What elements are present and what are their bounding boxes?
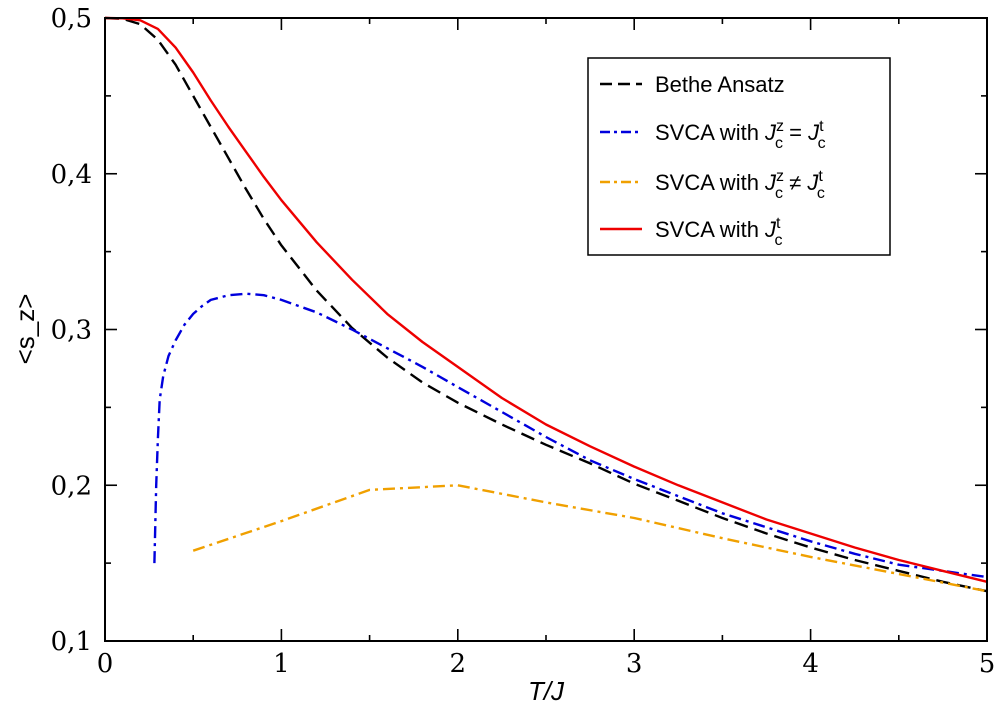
y-tick-label: 0,2 bbox=[51, 471, 92, 501]
x-tick-label: 1 bbox=[273, 649, 290, 679]
x-tick-label: 4 bbox=[802, 649, 819, 679]
y-tick-label: 0,5 bbox=[51, 4, 92, 34]
legend-label-2: SVCA with Jz c ≠ Jt c bbox=[655, 168, 825, 202]
series-line-1 bbox=[153, 292, 988, 579]
series-line-3 bbox=[104, 16, 988, 583]
legend-box bbox=[587, 57, 891, 256]
x-axis-label: T/J bbox=[528, 676, 565, 706]
legend-label-0: Bethe Ansatz bbox=[655, 72, 785, 97]
x-tick-label: 3 bbox=[626, 649, 643, 679]
legend: Bethe Ansatz SVCA with Jz c = Jt c SVCA with… bbox=[587, 57, 891, 256]
ticks-layer bbox=[104, 17, 988, 642]
x-tick-label: 5 bbox=[979, 649, 996, 679]
y-tick-label: 0,4 bbox=[51, 160, 92, 190]
legend-label-3: SVCA with Jt c bbox=[655, 215, 783, 249]
legend-label-1: SVCA with Jz c = Jt c bbox=[655, 118, 826, 152]
x-tick-label: 0 bbox=[97, 649, 114, 679]
x-tick-label: 2 bbox=[450, 649, 467, 679]
series-line-2 bbox=[192, 484, 988, 593]
y-tick-label: 0,1 bbox=[51, 627, 92, 657]
y-tick-label: 0,3 bbox=[51, 316, 92, 346]
series-line-0 bbox=[104, 16, 988, 593]
series-layer bbox=[104, 16, 988, 593]
tick-labels-layer: 0 1 2 3 4 5 0,1 0,2 0,3 0,4 0,5 bbox=[51, 4, 996, 679]
y-axis-label: <s_z> bbox=[10, 294, 40, 365]
